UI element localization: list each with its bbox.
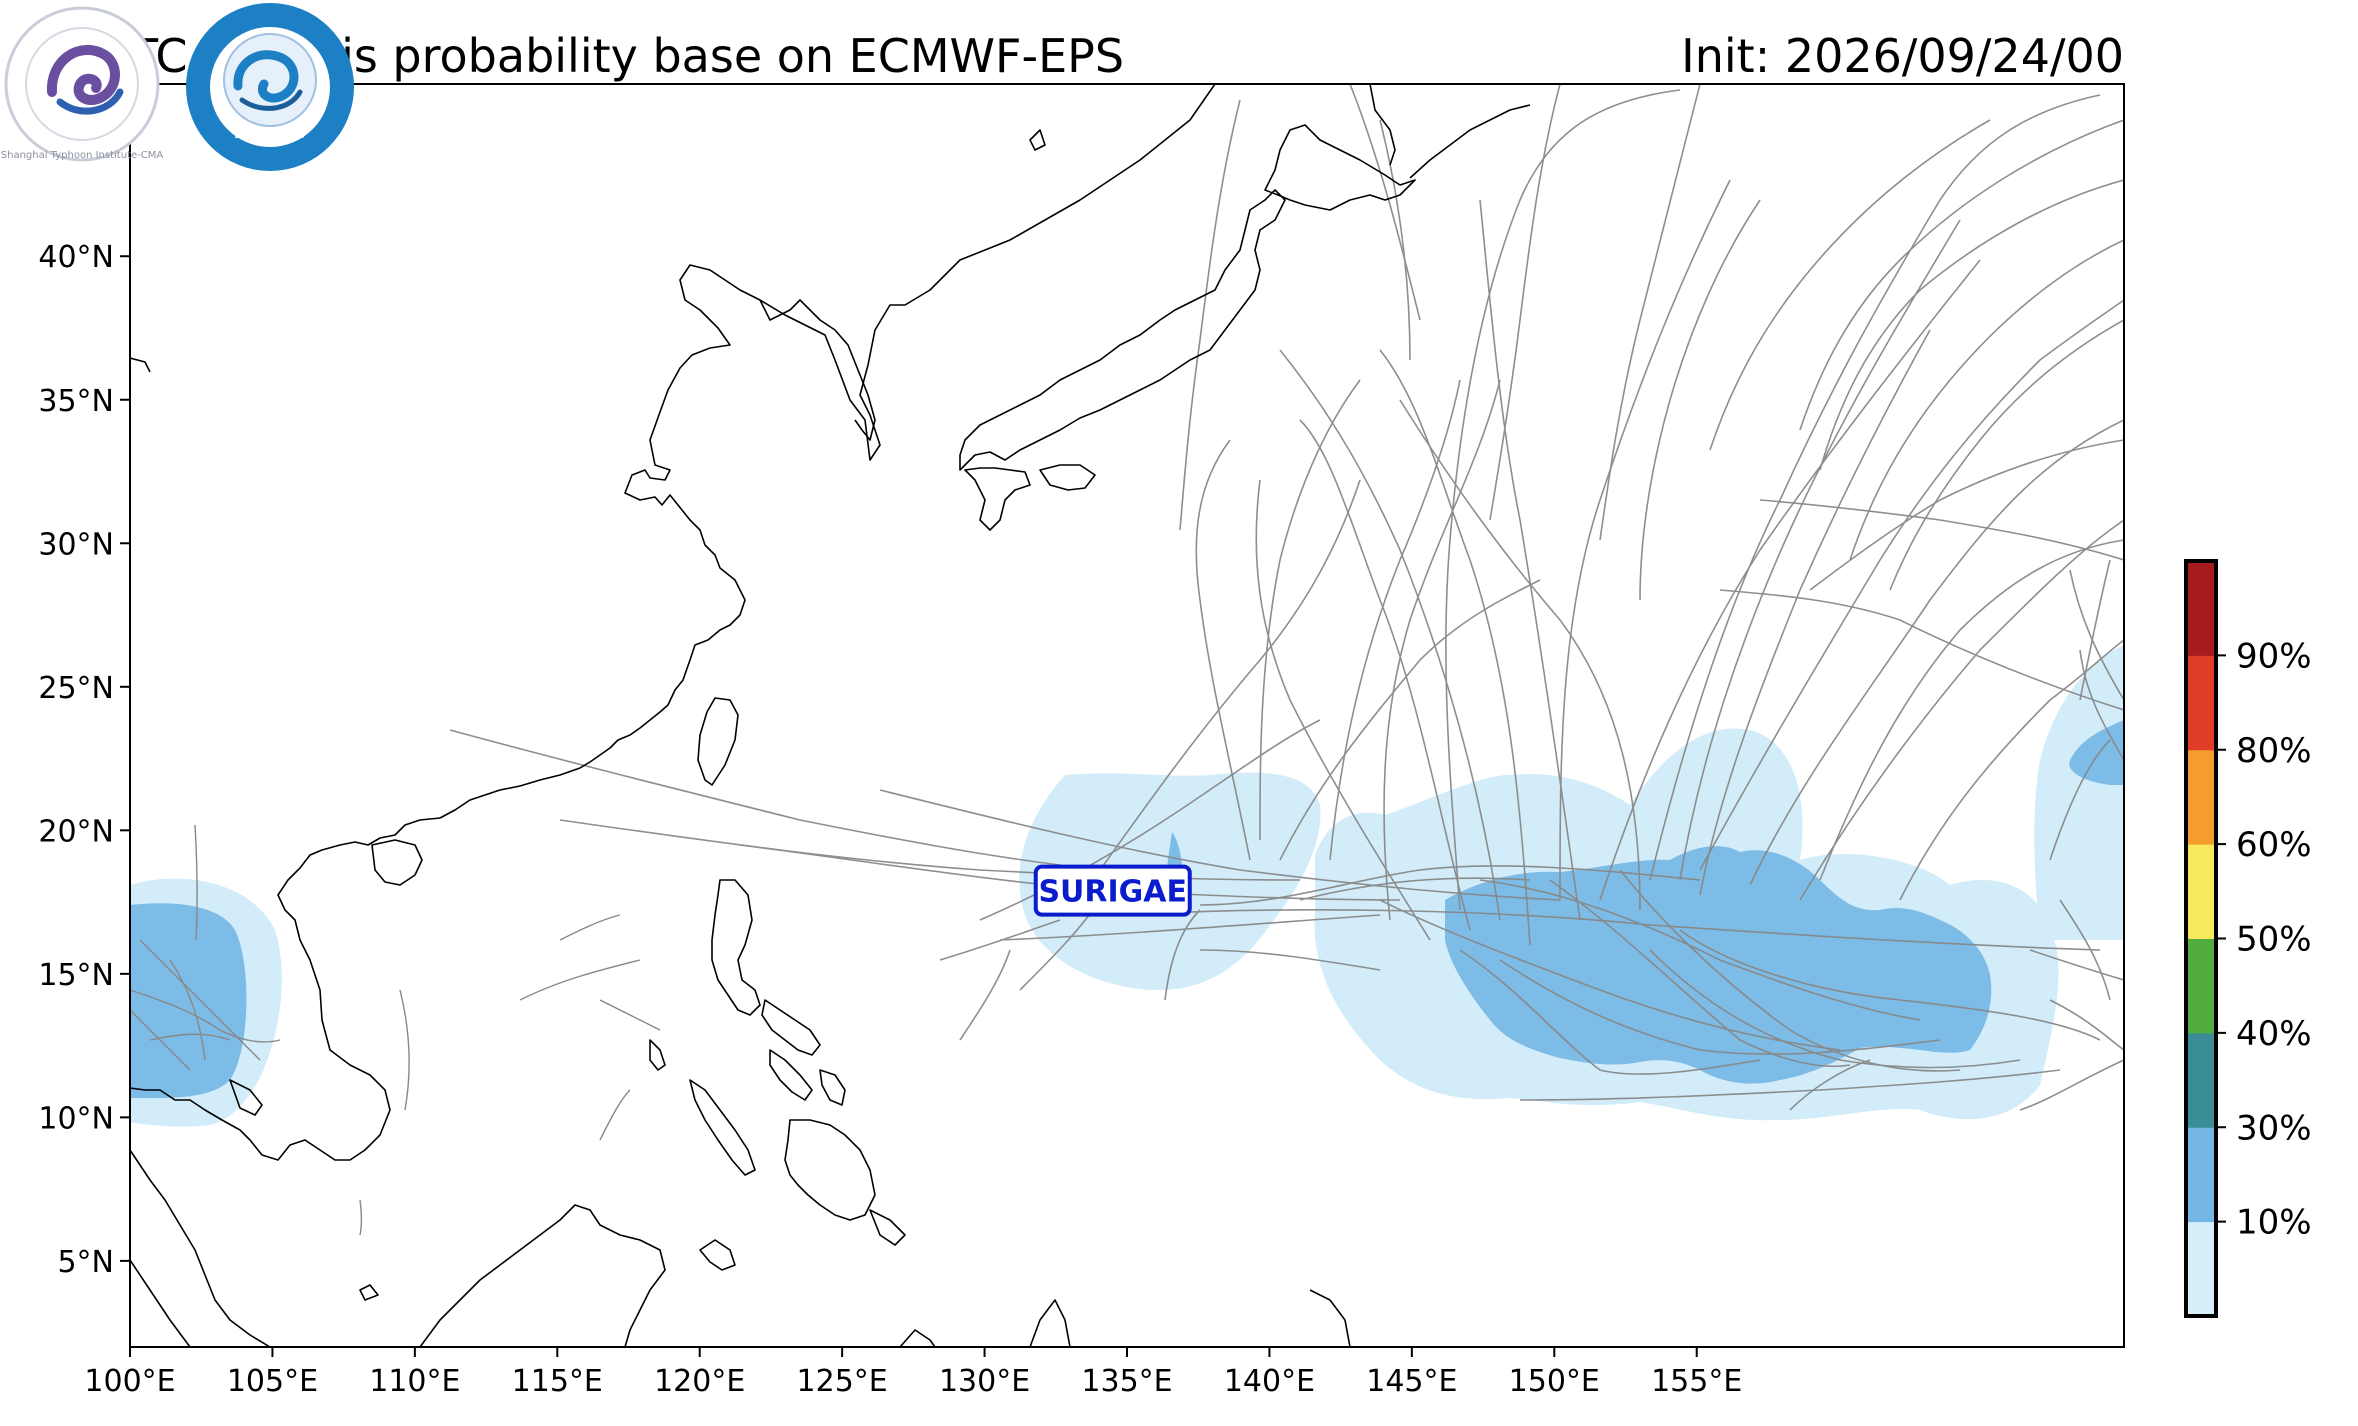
ensemble-tracks-west	[130, 824, 661, 1236]
lon-tick-label: 135°E	[1081, 1364, 1172, 1399]
colorbar-tick-label: 10%	[2236, 1203, 2312, 1243]
lon-tick-label: 130°E	[939, 1364, 1030, 1399]
colorbar-tick-label: 30%	[2236, 1108, 2312, 1148]
logo-shanghai-typhoon-institute: Shanghai Typhoon Institute-CMA	[1, 6, 164, 162]
title-right: Init: 2026/09/24/00	[1681, 29, 2124, 83]
lat-tick-label: 40°N	[38, 240, 114, 275]
longitude-axis: 100°E 105°E 110°E 115°E 120°E 125°E 130°E 135°E…	[84, 1347, 1742, 1399]
lat-tick-label: 20°N	[38, 814, 114, 849]
colorbar-tick-label: 80%	[2236, 731, 2312, 771]
colorbar-tick-label: 50%	[2236, 920, 2312, 960]
colorbar-segment	[2186, 1127, 2216, 1223]
lon-tick-label: 125°E	[797, 1364, 888, 1399]
coastlines	[130, 84, 1531, 1347]
colorbar-segment	[2186, 655, 2216, 751]
lat-tick-label: 25°N	[38, 671, 114, 706]
colorbar-segment	[2186, 1032, 2216, 1128]
logo-ap-tcrc: AP-TCRC	[186, 3, 354, 171]
lon-tick-label: 115°E	[512, 1364, 603, 1399]
lon-tick-label: 145°E	[1366, 1364, 1457, 1399]
lat-tick-label: 10°N	[38, 1101, 114, 1136]
logo-sti-text: Shanghai Typhoon Institute-CMA	[1, 150, 164, 161]
storm-label-text: SURIGAE	[1038, 875, 1187, 910]
lon-tick-label: 140°E	[1224, 1364, 1315, 1399]
colorbar-segment	[2186, 749, 2216, 845]
colorbar-segment	[2186, 938, 2216, 1034]
colorbar-segment	[2186, 844, 2216, 939]
latitude-axis: 45°N40°N35°N30°N25°N20°N15°N10°N5°N	[38, 97, 130, 1280]
map-panel: SURIGAE	[130, 84, 2124, 1347]
colorbar-segment	[2186, 1221, 2216, 1317]
lat-tick-label: 15°N	[38, 958, 114, 993]
storm-label-surigae[interactable]: SURIGAE	[1033, 864, 1192, 917]
logo-aptcrc-text: AP-TCRC	[235, 124, 305, 142]
lat-tick-label: 35°N	[38, 384, 114, 419]
lon-tick-label: 105°E	[227, 1364, 318, 1399]
colorbar-segment	[2186, 561, 2216, 656]
colorbar-tick-label: 40%	[2236, 1014, 2312, 1054]
colorbar-tick-label: 90%	[2236, 636, 2312, 676]
lon-tick-label: 120°E	[654, 1364, 745, 1399]
colorbar-tick-label: 60%	[2236, 825, 2312, 865]
lat-tick-label: 30°N	[38, 527, 114, 562]
lon-tick-label: 150°E	[1509, 1364, 1600, 1399]
lat-tick-label: 5°N	[57, 1245, 114, 1280]
colorbar: 10% 30% 40% 50% 60% 80% 90%	[2184, 559, 2312, 1318]
lon-tick-label: 155°E	[1651, 1364, 1742, 1399]
lon-tick-label: 110°E	[369, 1364, 460, 1399]
lon-tick-label: 100°E	[84, 1364, 175, 1399]
